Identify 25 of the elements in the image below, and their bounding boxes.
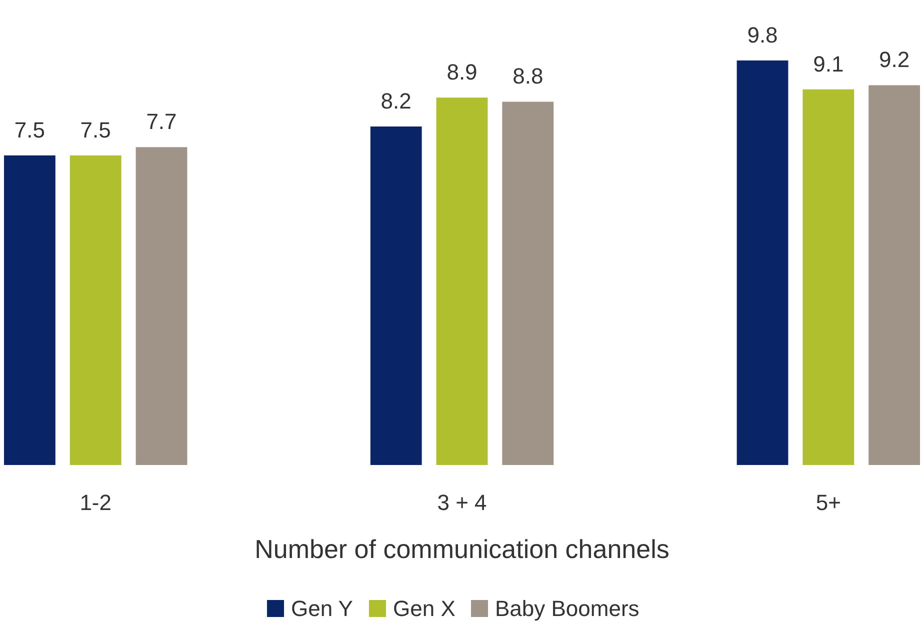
data-label: 7.5 xyxy=(80,117,111,142)
bar xyxy=(4,155,56,465)
data-label: 8.8 xyxy=(512,64,544,89)
data-label: 7.5 xyxy=(14,117,45,142)
x-tick-label: 5+ xyxy=(816,490,841,515)
bar xyxy=(868,85,920,465)
data-label: 8.9 xyxy=(446,60,478,85)
bar xyxy=(70,155,122,465)
legend-label: Gen X xyxy=(393,596,456,621)
bar xyxy=(502,102,554,465)
bar xyxy=(436,98,488,465)
x-tick-label: 3 + 4 xyxy=(437,490,487,515)
bar xyxy=(136,147,188,465)
data-label: 9.2 xyxy=(879,47,910,72)
legend-label: Baby Boomers xyxy=(495,596,640,621)
bar xyxy=(736,60,788,465)
data-label: 8.2 xyxy=(380,88,412,114)
x-tick-label: 1-2 xyxy=(80,490,112,515)
data-label: 9.1 xyxy=(813,51,844,76)
data-label: 9.8 xyxy=(747,22,778,48)
bar xyxy=(802,89,854,465)
legend-label: Gen Y xyxy=(291,596,354,621)
bar xyxy=(370,126,422,465)
data-label: 7.7 xyxy=(146,109,177,134)
x-axis-title: Number of communication channels xyxy=(254,534,670,564)
